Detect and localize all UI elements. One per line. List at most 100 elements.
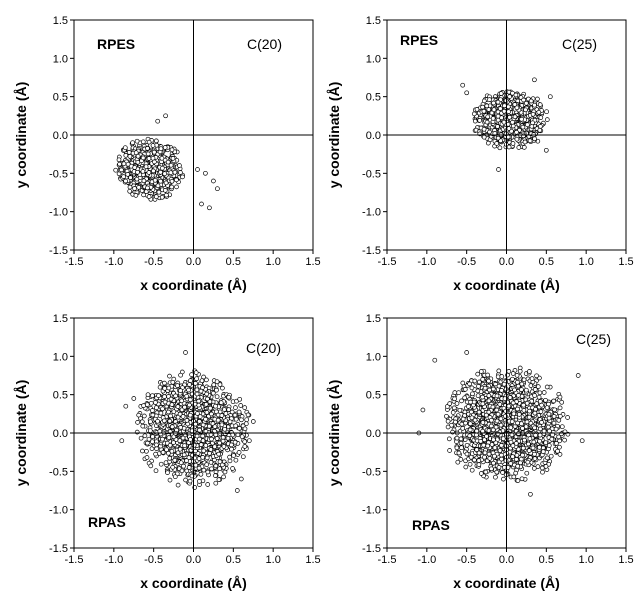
data-point bbox=[557, 405, 563, 411]
data-point bbox=[494, 141, 500, 146]
data-point bbox=[177, 446, 183, 452]
data-point bbox=[167, 455, 173, 461]
data-point bbox=[194, 376, 199, 382]
data-points bbox=[113, 113, 220, 211]
x-tick-label: 0.0 bbox=[499, 256, 514, 268]
y-tick-label: 0.5 bbox=[53, 92, 68, 104]
data-point bbox=[471, 111, 477, 117]
y-tick-label: -0.5 bbox=[362, 168, 381, 180]
data-point bbox=[166, 409, 171, 415]
data-point bbox=[178, 460, 184, 466]
y-tick-label: 0.5 bbox=[366, 92, 381, 104]
data-point bbox=[177, 163, 182, 168]
data-point bbox=[141, 403, 146, 408]
data-point bbox=[187, 397, 193, 403]
data-point bbox=[556, 417, 562, 423]
data-point bbox=[540, 469, 545, 475]
data-point bbox=[207, 405, 213, 411]
data-point bbox=[447, 448, 452, 453]
data-point bbox=[158, 169, 163, 175]
data-point bbox=[532, 77, 537, 83]
atom-label: C(20) bbox=[246, 340, 281, 356]
data-point bbox=[172, 169, 178, 175]
data-point bbox=[135, 169, 140, 175]
data-point bbox=[155, 183, 161, 189]
data-point bbox=[213, 403, 218, 409]
data-point bbox=[197, 436, 202, 442]
y-axis-label: y coordinate (Å) bbox=[13, 380, 29, 487]
data-point bbox=[231, 453, 236, 458]
data-point bbox=[197, 419, 202, 424]
data-point bbox=[180, 174, 185, 180]
data-point bbox=[158, 146, 164, 152]
data-point bbox=[188, 437, 193, 442]
data-point bbox=[182, 443, 187, 448]
data-point bbox=[166, 385, 172, 391]
data-point bbox=[127, 184, 133, 190]
data-point bbox=[199, 201, 204, 207]
data-point bbox=[217, 466, 222, 472]
data-point bbox=[205, 482, 211, 487]
data-point bbox=[178, 170, 183, 175]
data-point bbox=[545, 424, 551, 430]
data-point bbox=[225, 435, 231, 441]
data-point bbox=[133, 193, 139, 198]
data-point bbox=[196, 398, 202, 404]
data-point bbox=[150, 408, 155, 413]
data-point bbox=[213, 480, 219, 486]
data-point bbox=[244, 417, 250, 423]
data-point bbox=[222, 426, 228, 432]
data-point bbox=[140, 155, 146, 161]
y-tick-label: 1.0 bbox=[53, 53, 68, 65]
data-point bbox=[172, 474, 178, 480]
data-point bbox=[544, 117, 550, 122]
data-point bbox=[519, 476, 525, 482]
data-point bbox=[519, 421, 524, 427]
y-tick-label: -0.5 bbox=[49, 466, 68, 478]
data-point bbox=[141, 178, 147, 184]
data-point bbox=[167, 442, 173, 448]
data-point bbox=[168, 413, 173, 419]
data-point bbox=[178, 388, 183, 393]
data-point bbox=[498, 91, 504, 96]
data-point bbox=[162, 145, 168, 150]
data-point bbox=[520, 124, 526, 130]
data-point bbox=[459, 398, 464, 404]
data-point bbox=[150, 393, 155, 399]
data-point bbox=[212, 424, 218, 429]
data-point bbox=[522, 139, 528, 145]
data-point bbox=[478, 471, 484, 476]
data-point bbox=[475, 393, 481, 399]
data-point bbox=[207, 451, 212, 456]
data-point bbox=[457, 407, 463, 413]
data-point bbox=[543, 147, 549, 153]
data-point bbox=[168, 162, 174, 168]
data-point bbox=[445, 424, 451, 430]
data-point bbox=[156, 393, 161, 398]
data-point bbox=[532, 102, 537, 108]
data-point bbox=[242, 444, 248, 449]
data-point bbox=[144, 448, 149, 454]
data-point bbox=[226, 407, 232, 412]
y-tick-label: -1.0 bbox=[362, 207, 381, 219]
data-point bbox=[162, 399, 168, 405]
data-point bbox=[167, 477, 173, 483]
data-point bbox=[174, 184, 179, 190]
data-point bbox=[537, 127, 543, 133]
data-point bbox=[226, 394, 232, 400]
data-point bbox=[153, 400, 158, 405]
data-point bbox=[146, 170, 152, 175]
data-point bbox=[240, 454, 246, 460]
data-point bbox=[175, 482, 181, 488]
y-tick-label: 0.0 bbox=[53, 130, 68, 142]
data-point bbox=[557, 444, 562, 450]
data-point bbox=[167, 418, 173, 424]
data-point bbox=[514, 105, 520, 111]
data-point bbox=[146, 139, 152, 145]
data-point bbox=[475, 388, 481, 394]
data-point bbox=[536, 394, 542, 400]
data-point bbox=[510, 141, 516, 146]
data-point bbox=[162, 386, 168, 391]
data-point bbox=[211, 178, 216, 184]
data-point bbox=[204, 462, 210, 467]
